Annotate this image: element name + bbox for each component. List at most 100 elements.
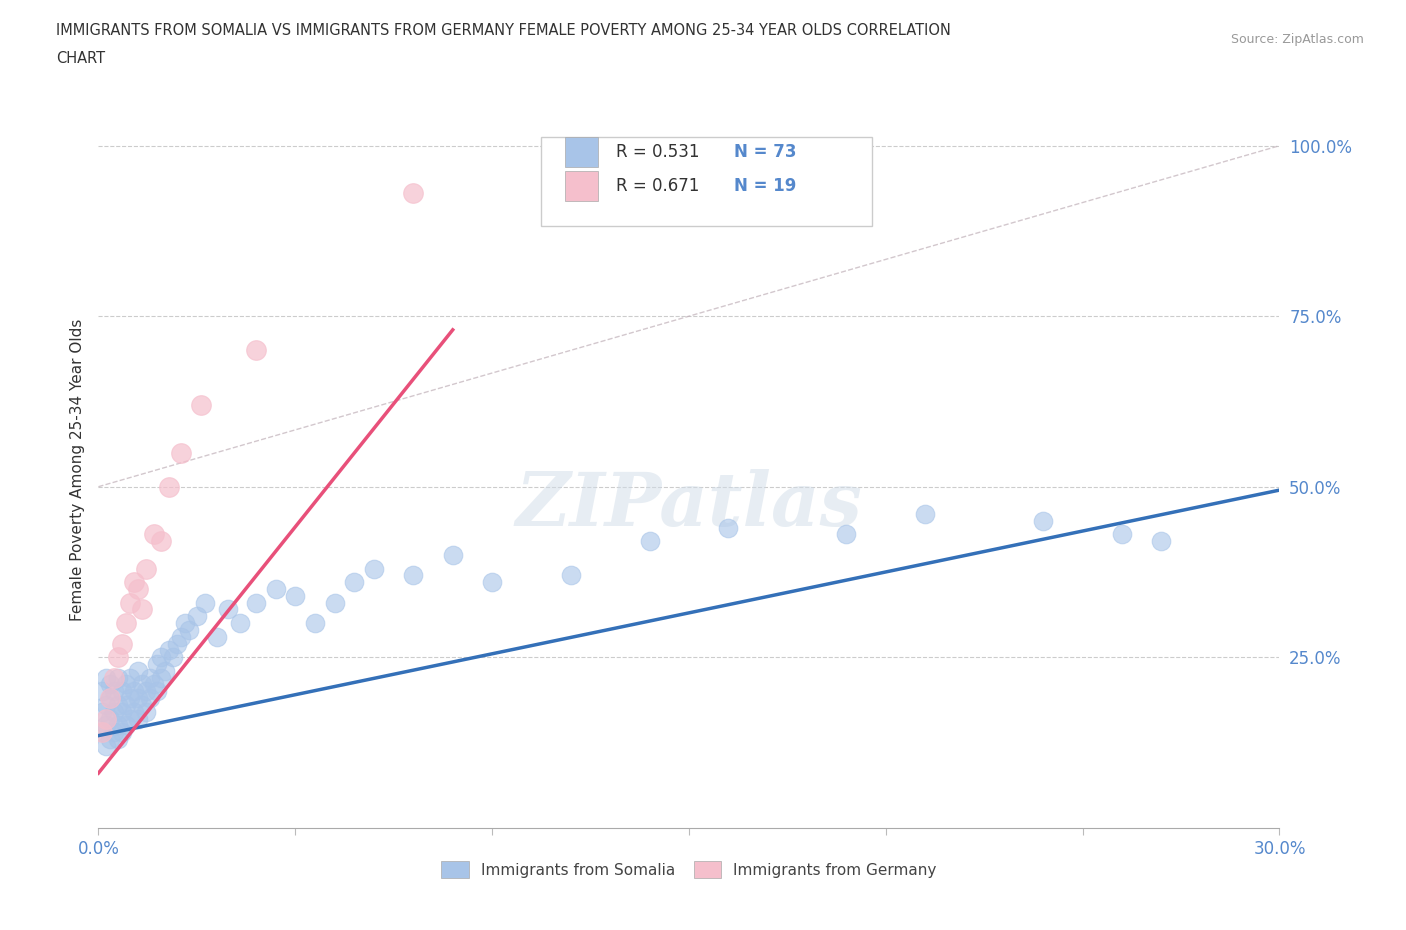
Point: [107, 718, 129, 733]
Point: [638, 534, 661, 549]
Point: [107, 650, 129, 665]
Point: [205, 630, 228, 644]
Point: [127, 663, 149, 678]
Point: [103, 684, 125, 698]
Point: [96, 671, 118, 685]
Point: [115, 677, 138, 692]
FancyBboxPatch shape: [541, 137, 872, 226]
Point: [142, 677, 165, 692]
Point: [177, 622, 200, 637]
Point: [118, 691, 141, 706]
Point: [96, 698, 118, 712]
Point: [150, 534, 173, 549]
Point: [118, 595, 141, 610]
Point: [96, 738, 118, 753]
Point: [146, 684, 169, 698]
Point: [138, 671, 160, 685]
Point: [96, 718, 118, 733]
Legend: Immigrants from Somalia, Immigrants from Germany: Immigrants from Somalia, Immigrants from…: [434, 855, 943, 884]
Point: [135, 684, 157, 698]
Point: [914, 507, 936, 522]
Point: [1150, 534, 1173, 549]
Point: [131, 677, 153, 692]
Point: [304, 616, 326, 631]
Point: [98, 711, 121, 726]
Point: [118, 711, 141, 726]
Point: [103, 671, 125, 685]
Point: [323, 595, 346, 610]
Point: [229, 616, 252, 631]
Point: [111, 636, 134, 651]
Point: [441, 548, 464, 563]
Point: [98, 691, 121, 706]
Point: [115, 718, 138, 733]
Point: [103, 724, 125, 739]
Point: [111, 724, 134, 739]
Point: [170, 445, 193, 460]
Text: IMMIGRANTS FROM SOMALIA VS IMMIGRANTS FROM GERMANY FEMALE POVERTY AMONG 25-34 YE: IMMIGRANTS FROM SOMALIA VS IMMIGRANTS FR…: [56, 23, 950, 38]
Point: [111, 704, 134, 719]
Point: [146, 657, 169, 671]
Point: [363, 561, 385, 576]
Text: R = 0.531: R = 0.531: [616, 143, 699, 162]
Text: N = 19: N = 19: [734, 177, 796, 195]
Text: R = 0.671: R = 0.671: [616, 177, 699, 195]
Point: [157, 643, 180, 658]
Point: [264, 581, 287, 596]
Point: [560, 568, 582, 583]
Point: [142, 527, 165, 542]
Point: [1032, 513, 1054, 528]
Bar: [565, 138, 598, 167]
Point: [115, 616, 138, 631]
Point: [91, 684, 114, 698]
Point: [127, 691, 149, 706]
Point: [194, 595, 217, 610]
Point: [155, 663, 177, 678]
Y-axis label: Female Poverty Among 25-34 Year Olds: Female Poverty Among 25-34 Year Olds: [69, 318, 84, 621]
Point: [284, 589, 307, 604]
Point: [122, 684, 145, 698]
Point: [150, 650, 173, 665]
Point: [107, 698, 129, 712]
Point: [91, 704, 114, 719]
Point: [122, 704, 145, 719]
Point: [245, 595, 267, 610]
Point: [1111, 527, 1133, 542]
Point: [115, 698, 138, 712]
Point: [98, 691, 121, 706]
Point: [91, 724, 114, 739]
Point: [138, 691, 160, 706]
Point: [717, 520, 740, 535]
Point: [111, 684, 134, 698]
Point: [96, 711, 118, 726]
Point: [402, 186, 425, 201]
Point: [98, 677, 121, 692]
Point: [135, 704, 157, 719]
Point: [170, 630, 193, 644]
Point: [343, 575, 366, 590]
Point: [91, 724, 114, 739]
Point: [402, 568, 425, 583]
Point: [150, 671, 173, 685]
Point: [166, 636, 188, 651]
Point: [186, 609, 208, 624]
Point: [135, 561, 157, 576]
Point: [157, 479, 180, 494]
Point: [245, 343, 267, 358]
Point: [835, 527, 858, 542]
Point: [122, 575, 145, 590]
Point: [174, 616, 197, 631]
Bar: [565, 171, 598, 201]
Text: N = 73: N = 73: [734, 143, 796, 162]
Text: ZIPatlas: ZIPatlas: [516, 470, 862, 541]
Point: [131, 602, 153, 617]
Point: [118, 671, 141, 685]
Point: [190, 397, 212, 412]
Point: [127, 581, 149, 596]
Point: [103, 704, 125, 719]
Point: [481, 575, 503, 590]
Point: [127, 711, 149, 726]
Point: [131, 698, 153, 712]
Point: [107, 671, 129, 685]
Text: Source: ZipAtlas.com: Source: ZipAtlas.com: [1230, 33, 1364, 46]
